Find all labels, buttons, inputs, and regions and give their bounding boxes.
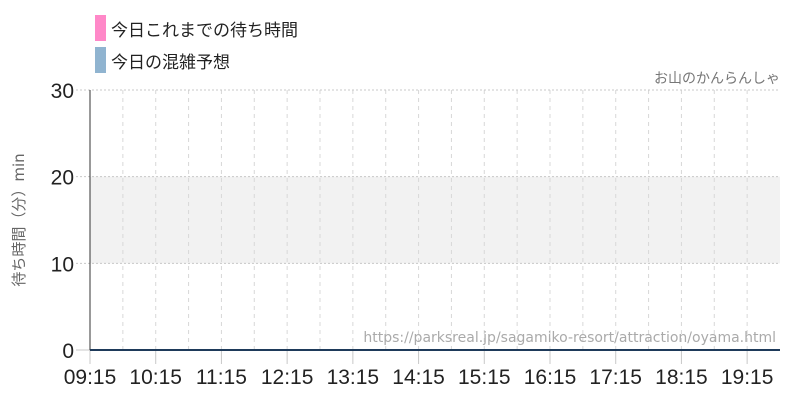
shaded-band bbox=[90, 176, 780, 264]
x-tick-label: 14:15 bbox=[392, 366, 445, 389]
legend-label: 今日これまでの待ち時間 bbox=[111, 20, 298, 41]
legend-item-forecast: 今日の混雑予想 bbox=[95, 47, 230, 73]
x-tick-label: 12:15 bbox=[261, 366, 314, 389]
legend-swatch bbox=[95, 15, 106, 41]
legend-item-actual: 今日これまでの待ち時間 bbox=[95, 15, 298, 41]
x-tick-label: 10:15 bbox=[129, 366, 182, 389]
legend-swatch bbox=[95, 47, 106, 73]
x-tick-label: 13:15 bbox=[327, 366, 380, 389]
y-tick-label: 30 bbox=[51, 80, 74, 103]
x-tick-label: 11:15 bbox=[196, 366, 247, 389]
y-tick-label: 10 bbox=[51, 253, 74, 276]
x-tick-label: 15:15 bbox=[458, 366, 511, 389]
legend-label: 今日の混雑予想 bbox=[111, 52, 230, 73]
source-url: https://parksreal.jp/sagamiko-resort/att… bbox=[363, 330, 776, 346]
attraction-name: お山のかんらんしゃ bbox=[654, 71, 780, 87]
x-tick-label: 16:15 bbox=[524, 366, 577, 389]
x-tick-label: 09:15 bbox=[64, 366, 117, 389]
x-tick-label: 19:15 bbox=[721, 366, 774, 389]
y-tick-label: 20 bbox=[51, 167, 74, 190]
y-tick-label: 0 bbox=[62, 340, 74, 363]
y-axis-label: 待ち時間（分）min bbox=[10, 153, 28, 286]
x-tick-label: 17:15 bbox=[589, 366, 642, 389]
x-tick-label: 18:15 bbox=[655, 366, 708, 389]
